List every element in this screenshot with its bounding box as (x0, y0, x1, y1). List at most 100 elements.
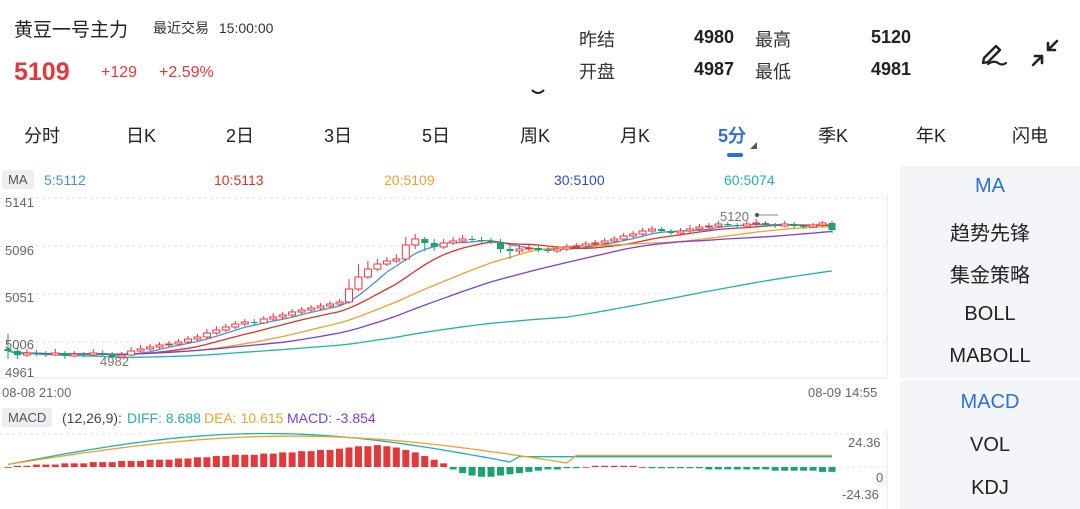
candle-body (487, 241, 495, 242)
tab-3day[interactable]: 3日 (324, 126, 353, 146)
tab-dropdown-indicator[interactable] (750, 142, 757, 149)
macd-bar (809, 467, 817, 471)
indicator-trend[interactable]: 趋势先锋 (950, 223, 1030, 245)
indicator-vol[interactable]: VOL (969, 434, 1011, 456)
ma60-value: 60:5074 (724, 172, 775, 188)
macd-bar (51, 464, 59, 467)
macd-bar (108, 462, 116, 467)
candle-body (572, 245, 581, 248)
macd-bar (553, 467, 561, 470)
macd-legend: MACD (12,26,9): DIFF: 8.688 DEA: 10.615 … (0, 407, 895, 429)
tab-flash[interactable]: 闪电 (1012, 126, 1048, 146)
macd-bar (440, 463, 448, 467)
candle-body (127, 350, 136, 356)
macd-bar (468, 467, 476, 476)
chevron-svg (531, 89, 545, 94)
candle-body (117, 354, 126, 358)
pen-icon[interactable] (976, 36, 1010, 70)
macd-dea: DEA: 10.615 (204, 410, 284, 426)
indicator-kdj[interactable]: KDJ (971, 477, 1009, 499)
macd-value: MACD: -3.854 (287, 410, 376, 426)
macd-bar (610, 465, 618, 467)
candle-body (165, 343, 174, 346)
ma30-line (7, 230, 833, 355)
candle-body (506, 249, 514, 251)
candle-body (534, 248, 542, 250)
candle-body (344, 288, 353, 303)
indicator-ma[interactable]: MA (975, 175, 1005, 197)
macd-bar (639, 467, 647, 468)
candle-body (146, 346, 155, 350)
tab-quarterly[interactable]: 季K (818, 126, 849, 146)
sub-indicator-panel: MACD VOL KDJ (900, 381, 1080, 509)
ma-badge[interactable]: MA (2, 170, 34, 189)
candle-body (658, 229, 666, 231)
macd-bar (174, 458, 182, 467)
macd-bar (790, 467, 798, 471)
macd-bar (591, 465, 599, 467)
ma5-value: 5:5112 (44, 172, 86, 188)
macd-bar (184, 458, 192, 467)
indicator-macd[interactable]: MACD (960, 391, 1020, 413)
x-label-start: 08-08 21:00 (2, 385, 71, 400)
tab-weekly[interactable]: 周K (520, 126, 551, 146)
candle-body (515, 248, 524, 252)
low-value: 4981 (871, 59, 912, 79)
candle-body (4, 349, 12, 351)
price-change: +129 (101, 64, 138, 81)
candle-body (478, 240, 486, 241)
candle-body (108, 354, 116, 357)
candle-body (497, 242, 505, 249)
tab-fenshi[interactable]: 分时 (24, 126, 60, 146)
ma30-value: 30:5100 (554, 172, 605, 188)
tab-daily[interactable]: 日K (126, 126, 157, 146)
candle-body (231, 323, 240, 328)
candle-body (136, 348, 145, 352)
macd-bar (506, 467, 514, 475)
macd-bar (335, 448, 343, 467)
macd-bar (800, 467, 808, 471)
candle-body (619, 235, 628, 240)
candle-body (278, 314, 287, 318)
tab-5day[interactable]: 5日 (422, 126, 451, 146)
macd-bar (525, 467, 533, 472)
y-label-top: 5141 (5, 195, 34, 210)
low-label: 最低 (755, 62, 791, 82)
candle-body (695, 226, 704, 230)
candle-body (269, 316, 278, 320)
macd-bar (771, 467, 779, 471)
macd-bar (515, 467, 523, 474)
candle-body (667, 231, 675, 233)
macd-bar (212, 456, 220, 467)
macd-chart[interactable]: 24.36 0 -24.36 (0, 430, 896, 509)
candle-body (591, 242, 600, 245)
tab-monthly[interactable]: 月K (620, 126, 651, 146)
candle-body (183, 338, 192, 343)
tab-yearly[interactable]: 年K (916, 126, 947, 146)
chevron-down-icon[interactable] (528, 85, 548, 99)
tab-5min[interactable]: 5分 (718, 126, 747, 146)
y-label-partial: 5006 (5, 337, 34, 352)
macd-bar (459, 467, 467, 474)
pen-icon-svg (981, 44, 1008, 66)
high-mark-label: 5120 (720, 209, 749, 224)
candle-body (629, 233, 638, 237)
candle-body (562, 246, 571, 250)
indicator-maboll[interactable]: MABOLL (949, 345, 1031, 367)
collapse-icon[interactable] (1028, 36, 1062, 70)
macd-badge[interactable]: MACD (2, 408, 53, 427)
candle-body (89, 352, 98, 356)
candle-body (401, 244, 410, 260)
candle-body (240, 321, 249, 325)
tab-2day[interactable]: 2日 (226, 126, 255, 146)
price-change-pct: +2.59% (159, 64, 214, 81)
x-label-end: 08-09 14:55 (808, 385, 877, 400)
macd-bar (298, 451, 306, 467)
kline-chart[interactable]: 5141 5096 5051 5006 4961 5120 4982 08-08… (0, 194, 896, 404)
indicator-boll[interactable]: BOLL (964, 303, 1016, 325)
candle-body (648, 228, 657, 232)
macd-bar (743, 467, 751, 470)
last-trade-time: 最近交易 15:00:00 (153, 18, 273, 38)
indicator-fund-strategy[interactable]: 集金策略 (950, 265, 1030, 287)
macd-bar (620, 465, 628, 467)
